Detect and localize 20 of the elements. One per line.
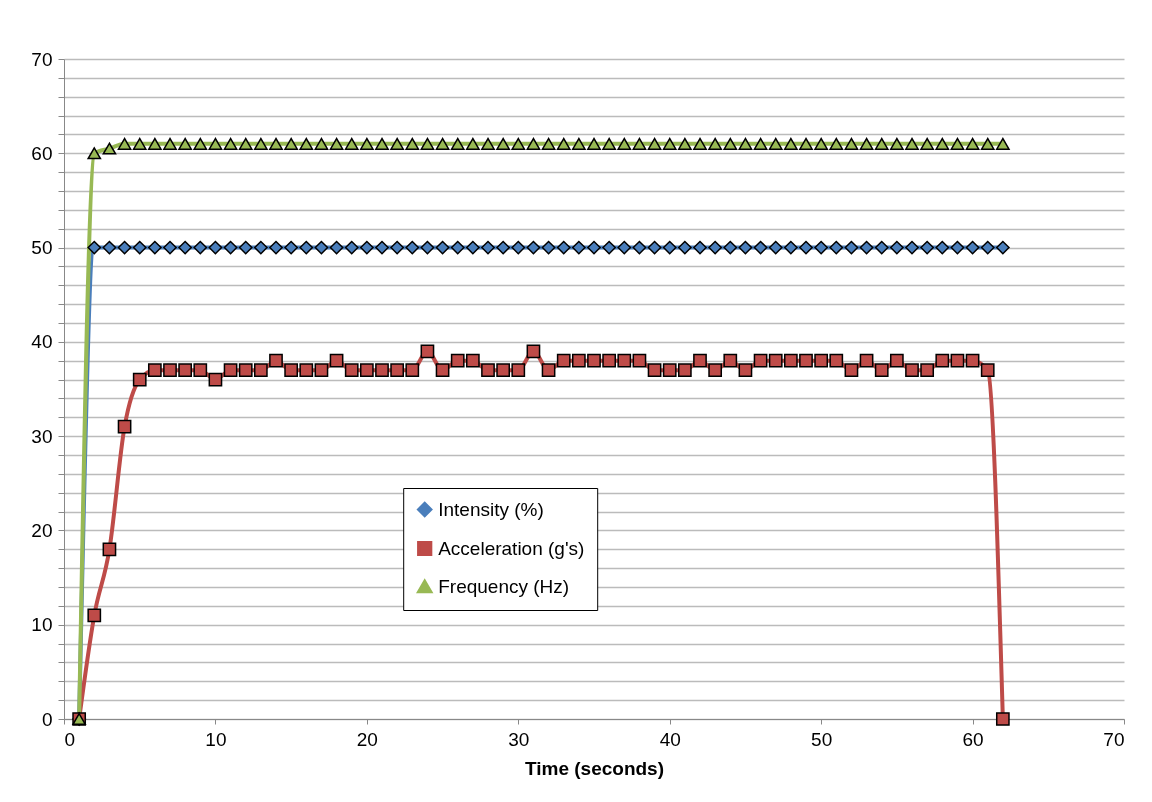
y-tick-label: 20 xyxy=(31,519,53,541)
x-tick-label: 10 xyxy=(205,728,227,750)
x-tick-label: 50 xyxy=(811,728,833,750)
x-tick-label: 30 xyxy=(508,728,530,750)
y-tick-label: 30 xyxy=(31,425,53,447)
y-tick-label: 40 xyxy=(31,331,53,353)
x-tick-label: 40 xyxy=(659,728,681,750)
x-tick-label: 60 xyxy=(962,728,984,750)
x-tick-label: 0 xyxy=(64,728,76,750)
y-tick-label: 0 xyxy=(41,708,53,730)
legend-label: Acceleration (g's) xyxy=(438,537,585,559)
x-axis-title: Time (seconds) xyxy=(524,757,665,779)
y-tick-label: 10 xyxy=(31,614,53,636)
legend-label: Frequency (Hz) xyxy=(438,575,570,597)
legend-label: Intensity (%) xyxy=(438,498,544,520)
x-tick-label: 70 xyxy=(1103,728,1125,750)
y-tick-label: 60 xyxy=(31,142,53,164)
y-tick-label: 50 xyxy=(31,237,53,259)
x-tick-label: 20 xyxy=(356,728,378,750)
y-tick-label: 70 xyxy=(31,48,53,70)
